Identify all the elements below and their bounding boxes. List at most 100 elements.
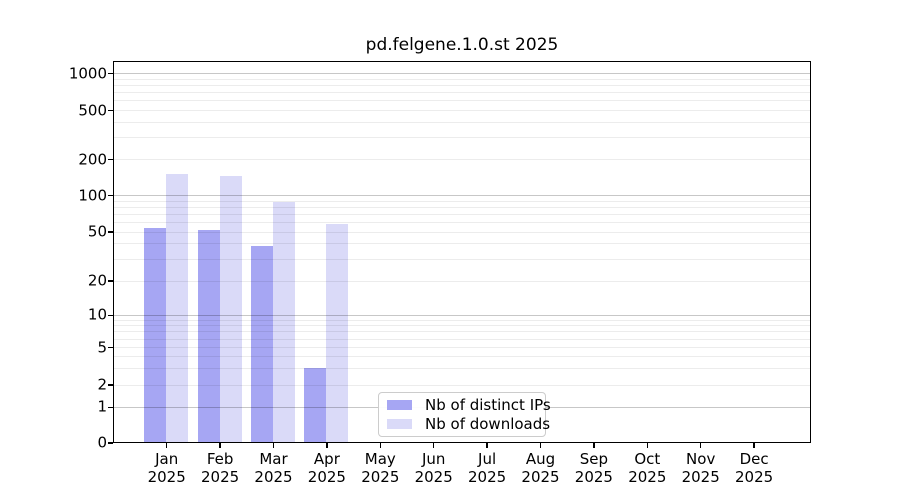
minor-gridline-4 (114, 356, 810, 358)
x-tick-year: 2025 (414, 468, 453, 486)
x-tick-mark (699, 443, 702, 448)
y-tick-label-1: 1 (97, 397, 107, 416)
legend-item: Nb of downloads (387, 415, 550, 434)
bar-downloads-feb (219, 176, 242, 443)
minor-gridline-8 (114, 325, 810, 327)
y-tick-label-1000: 1000 (68, 64, 107, 82)
minor-gridline-90 (114, 200, 810, 202)
x-tick-label-oct: Oct 2025 (619, 450, 675, 486)
x-tick-year: 2025 (628, 468, 667, 486)
minor-gridline-200 (114, 159, 810, 160)
x-tick-month: May (364, 450, 396, 468)
x-tick-year: 2025 (361, 468, 400, 486)
x-tick-month: Nov (686, 450, 716, 468)
bar-distinct-ips-jan (144, 228, 167, 443)
major-gridline-100 (114, 195, 810, 196)
x-tick-year: 2025 (201, 468, 240, 486)
y-tick-mark (108, 442, 113, 444)
bar-downloads-apr (326, 223, 349, 443)
bar-distinct-ips-feb (197, 230, 220, 443)
y-tick-mark (108, 384, 113, 386)
plot-area (113, 61, 811, 443)
legend-item: Nb of distinct IPs (387, 395, 551, 414)
x-tick-label-nov: Nov 2025 (673, 450, 729, 486)
x-tick-year: 2025 (735, 468, 774, 486)
x-tick-month: Jan (155, 450, 179, 468)
y-tick-mark (108, 72, 113, 75)
y-tick-label-500: 500 (78, 101, 107, 119)
minor-gridline-30 (114, 258, 810, 260)
y-tick-mark (108, 280, 113, 282)
x-tick-mark (486, 443, 488, 448)
bar-distinct-ips-mar (251, 246, 273, 443)
x-tick-month: Aug (525, 450, 556, 468)
x-tick-label-feb: Feb 2025 (192, 450, 248, 486)
minor-gridline-800 (114, 84, 810, 86)
legend-label: Nb of distinct IPs (425, 395, 551, 414)
x-tick-month: Jul (478, 450, 497, 468)
y-tick-label-10: 10 (87, 305, 107, 324)
minor-gridline-2 (114, 384, 810, 386)
minor-gridline-40 (114, 243, 810, 245)
major-gridline-1000 (114, 73, 810, 74)
x-tick-year: 2025 (254, 468, 293, 486)
x-tick-month: Feb (206, 450, 234, 468)
minor-gridline-400 (114, 121, 810, 123)
y-tick-mark (108, 158, 113, 161)
x-tick-mark (753, 443, 755, 448)
x-tick-mark (165, 443, 168, 448)
minor-gridline-70 (114, 213, 810, 215)
bar-downloads-mar (273, 201, 295, 443)
minor-gridline-9 (114, 319, 810, 321)
x-tick-label-jan: Jan 2025 (139, 450, 195, 486)
y-tick-mark (108, 346, 113, 349)
x-tick-label-jun: Jun 2025 (406, 450, 462, 486)
x-tick-mark (432, 443, 435, 448)
x-tick-year: 2025 (468, 468, 507, 486)
y-tick-mark (108, 231, 113, 233)
x-tick-month: Dec (739, 450, 769, 468)
x-tick-mark (539, 443, 542, 448)
minor-gridline-7 (114, 331, 810, 333)
x-tick-mark (646, 443, 649, 448)
x-tick-mark (272, 443, 275, 448)
minor-gridline-3 (114, 367, 810, 369)
x-tick-month: Jun (421, 450, 446, 468)
y-tick-label-5: 5 (97, 338, 107, 356)
legend-swatch-distinct-ips (387, 399, 412, 410)
x-tick-mark (326, 443, 328, 448)
y-tick-label-20: 20 (87, 271, 107, 290)
legend-swatch-downloads (387, 419, 412, 430)
y-tick-label-0: 0 (97, 433, 107, 452)
y-tick-label-50: 50 (87, 222, 107, 241)
y-tick-mark (108, 194, 113, 197)
x-tick-label-may: May 2025 (352, 450, 408, 486)
x-tick-year: 2025 (147, 468, 186, 486)
x-tick-year: 2025 (681, 468, 720, 486)
bar-downloads-jan (166, 173, 189, 443)
y-tick-label-100: 100 (78, 186, 107, 204)
major-gridline-10 (114, 314, 810, 316)
chart-title: pd.felgene.1.0.st 2025 (365, 35, 559, 55)
x-tick-label-aug: Aug 2025 (513, 450, 569, 486)
minor-gridline-300 (114, 137, 810, 139)
x-tick-label-dec: Dec 2025 (726, 450, 782, 486)
x-tick-label-mar: Mar 2025 (246, 450, 302, 486)
x-tick-year: 2025 (574, 468, 613, 486)
x-tick-label-jul: Jul 2025 (459, 450, 515, 486)
minor-gridline-6 (114, 338, 810, 340)
y-tick-mark (108, 314, 113, 317)
x-tick-month: Sep (579, 450, 609, 468)
x-tick-year: 2025 (521, 468, 560, 486)
minor-gridline-900 (114, 78, 810, 80)
minor-gridline-50 (114, 231, 810, 233)
y-tick-mark (108, 109, 113, 112)
legend-label: Nb of downloads (425, 415, 551, 434)
x-tick-month: Apr (313, 450, 340, 468)
minor-gridline-60 (114, 221, 810, 223)
x-tick-year: 2025 (307, 468, 346, 486)
y-tick-label-2: 2 (97, 375, 107, 394)
x-tick-label-sep: Sep 2025 (566, 450, 622, 486)
bar-distinct-ips-apr (304, 367, 327, 443)
